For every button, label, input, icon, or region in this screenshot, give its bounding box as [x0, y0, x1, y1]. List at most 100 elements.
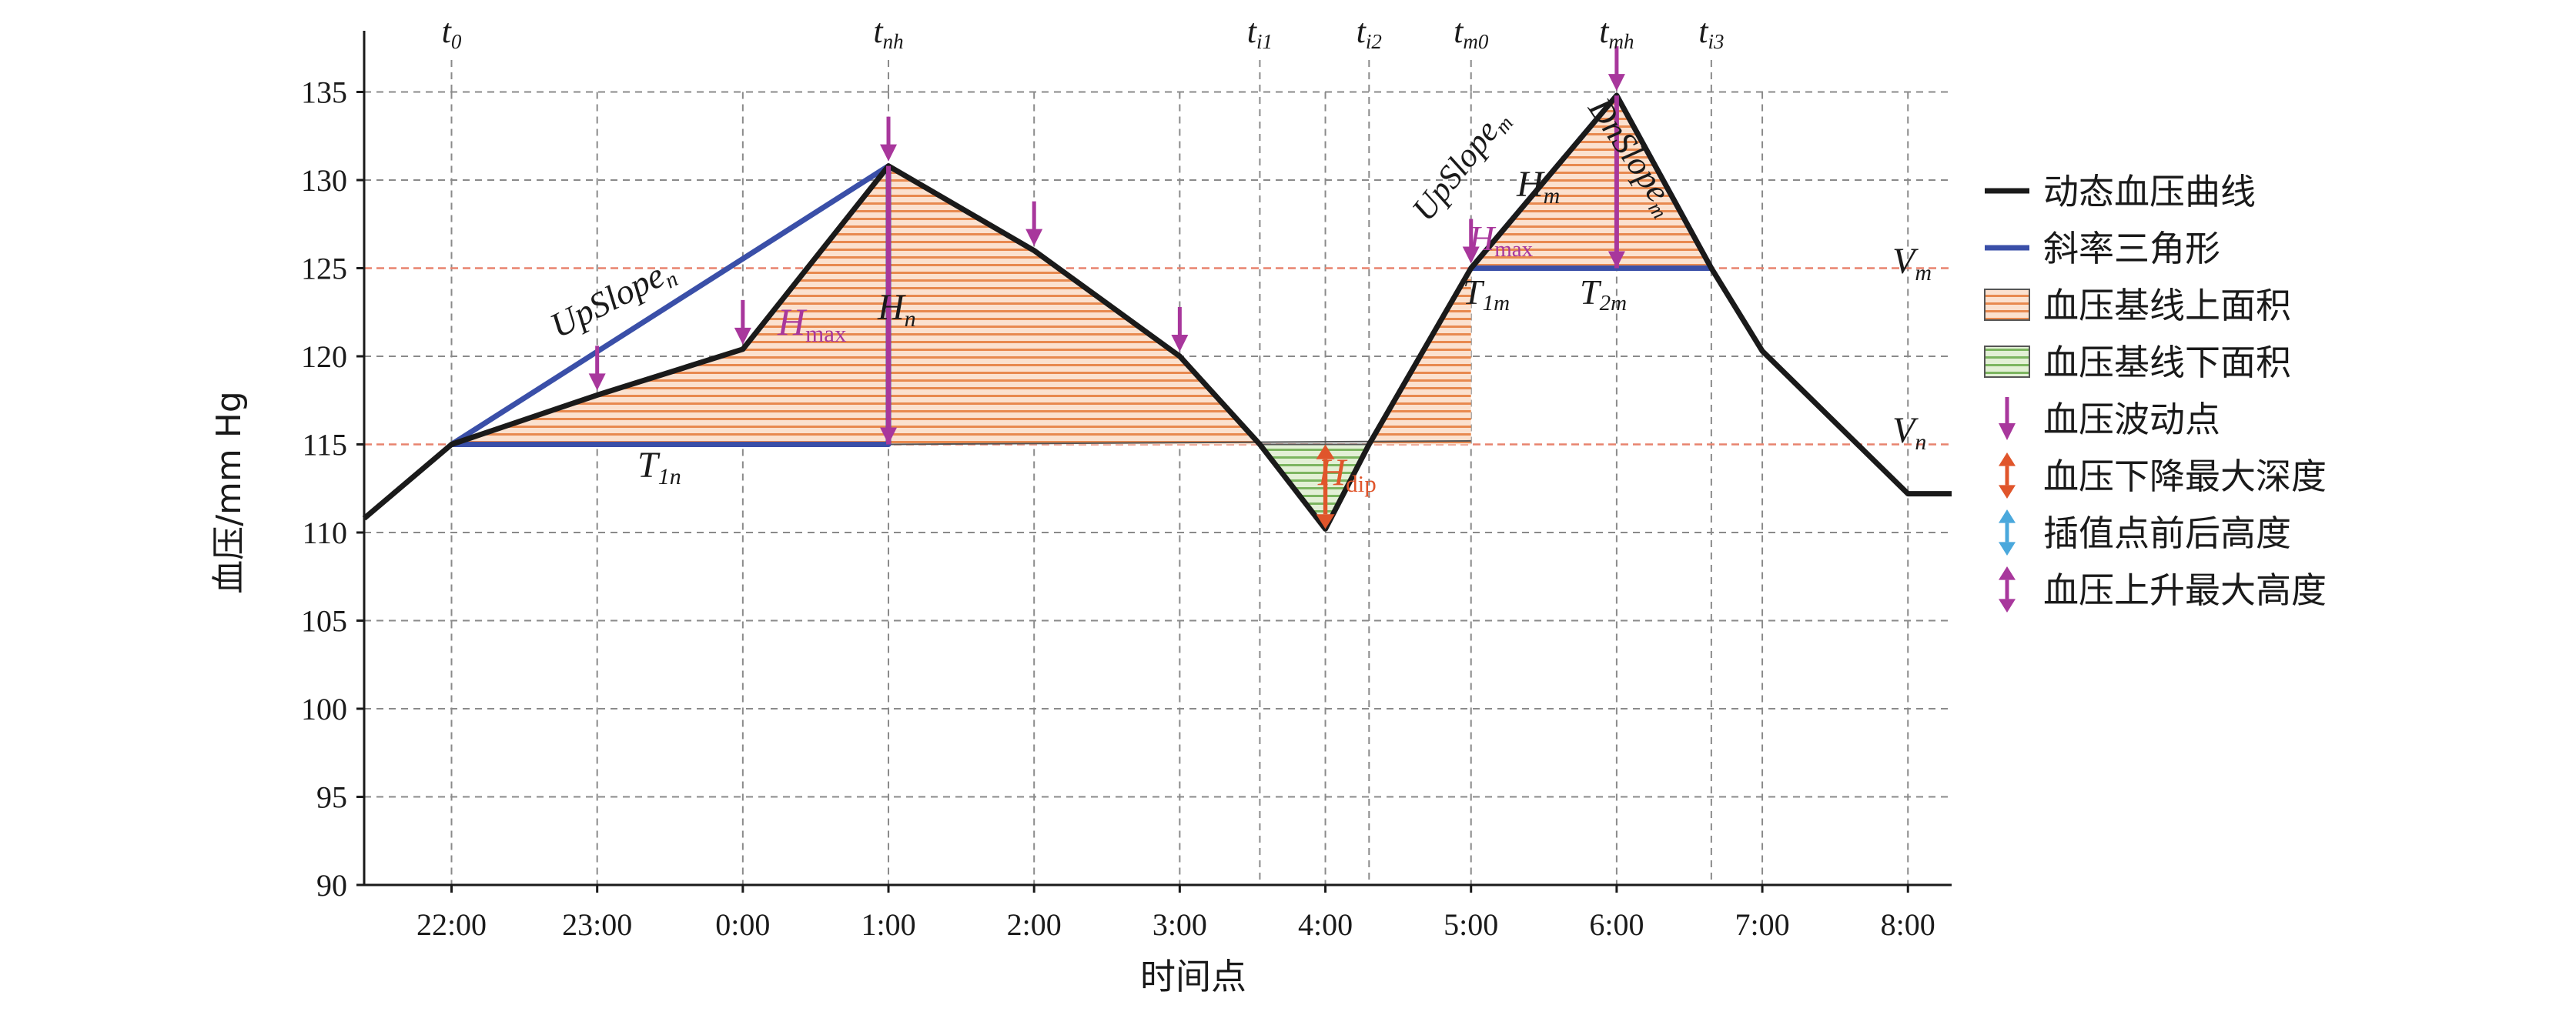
y-tick-label-125: 125: [301, 252, 347, 286]
legend-item-curve: 动态血压曲线: [1985, 171, 2256, 212]
fluctuation-arrow-1-head: [734, 327, 751, 345]
fluctuation-arrow-3-head: [1025, 229, 1043, 246]
t1m-label-base: T: [1463, 272, 1485, 312]
fluctuation-arrow-3: [1025, 201, 1043, 246]
hmax-n-head: [880, 427, 898, 445]
legend-item-rise: 血压上升最大高度: [1999, 566, 2327, 613]
y-tick-label-130: 130: [301, 163, 347, 198]
x-tick-label-3: 1:00: [861, 907, 915, 942]
upslope-m-label: UpSlopem: [1404, 101, 1517, 229]
vm-label-sub: m: [1915, 260, 1932, 285]
time-marker-tnh: tnh: [873, 12, 903, 53]
t2m-label-base: T: [1580, 272, 1602, 312]
x-tick-label-7: 5:00: [1444, 907, 1498, 942]
legend-swatch-rise-head-down: [1999, 599, 2016, 613]
time-marker-tm0-base: t: [1454, 12, 1464, 50]
time-marker-tnh-base: t: [873, 12, 884, 50]
dip-arrow-head-down: [1316, 514, 1335, 529]
legend-swatch-fluct: [1999, 397, 2016, 440]
axes: 90 95 100 105 110 115 120 125 130 135 22:00 23:00 0:…: [301, 31, 1952, 942]
time-marker-tnh-sub: nh: [883, 30, 904, 53]
legend-item-below: 血压基线下面积: [1984, 342, 2291, 383]
y-tick-label-90: 90: [316, 868, 347, 903]
h-m-label-base: H: [1516, 164, 1545, 205]
legend-item-interp: 插值点前后高度: [1999, 509, 2291, 556]
arrows: [588, 46, 1625, 529]
vn-label-sub: n: [1915, 429, 1926, 455]
y-tick-label-110: 110: [302, 516, 347, 550]
hmax-m-head: [1607, 251, 1625, 269]
time-marker-ti3-sub: i3: [1708, 30, 1724, 53]
x-tick-label-9: 7:00: [1735, 907, 1790, 942]
dip-arrow: [1316, 444, 1335, 529]
y-tick-label-135: 135: [301, 75, 347, 110]
time-marker-tmh: tmh: [1599, 12, 1634, 53]
upslope-m-label-base: UpSlope: [1404, 113, 1506, 229]
fluctuation-arrow-4: [1171, 307, 1189, 352]
legend-swatch-below: [1984, 346, 2030, 378]
legend-swatch-interp-head-down: [1999, 542, 2016, 556]
legend-item-dip: 血压下降最大深度: [1999, 452, 2327, 499]
x-tick-label-6: 4:00: [1298, 907, 1353, 942]
y-tick-label-120: 120: [301, 339, 347, 374]
legend-swatch-above: [1984, 289, 2030, 321]
time-marker-ti2-base: t: [1357, 12, 1367, 50]
time-marker-ti1-base: t: [1247, 12, 1258, 50]
time-marker-ti1: ti1: [1247, 12, 1273, 53]
legend-label-below: 血压基线下面积: [2043, 342, 2291, 383]
t2m-label-sub: 2m: [1600, 291, 1627, 316]
time-marker-tmh-sub: mh: [1609, 30, 1634, 53]
legend-label-dip: 血压下降最大深度: [2043, 456, 2327, 497]
legend-label-rise: 血压上升最大高度: [2043, 569, 2327, 611]
time-marker-t0-sub: 0: [451, 30, 462, 53]
fluctuation-arrow-1: [734, 299, 751, 345]
grid: [364, 60, 1952, 885]
legend-item-fluct: 血压波动点: [1999, 397, 2220, 440]
fluctuation-arrow-4-head: [1171, 335, 1189, 352]
legend-swatch-fluct-head: [1999, 423, 2016, 440]
fluctuation-arrow-0-head: [588, 373, 606, 391]
h-n-label-sub: n: [905, 306, 916, 332]
hmax-n-label: Hmax: [777, 300, 847, 347]
area-below-0: [1260, 444, 1370, 529]
t1m-label: T1m: [1463, 272, 1510, 316]
time-marker-t0-base: t: [442, 12, 453, 50]
h-m-label-sub: m: [1544, 183, 1561, 209]
y-tick-label-100: 100: [301, 692, 347, 726]
hmax-n-label-base: H: [777, 300, 808, 343]
upslope-n-label: UpSlopen: [544, 250, 681, 349]
fluctuation-arrow-5-head: [1462, 246, 1480, 264]
hmax-m-label-sub: max: [1494, 237, 1533, 262]
legend-swatch-dip: [1999, 452, 2016, 499]
legend: 动态血压曲线斜率三角形血压基线上面积血压基线下面积血压波动点血压下降最大深度插值…: [1984, 171, 2327, 613]
legend-swatch-rise-head-up: [1999, 566, 2016, 580]
x-tick-label-10: 8:00: [1881, 907, 1935, 942]
x-tick-label-0: 22:00: [417, 907, 487, 942]
labels: 血压/mm Hg 时间点: [209, 391, 1246, 997]
h-dip-label-sub: dip: [1346, 470, 1377, 497]
y-tick-label-115: 115: [302, 428, 347, 462]
fluctuation-arrow-2-head: [880, 144, 898, 162]
time-marker-tm0-sub: m0: [1463, 30, 1488, 53]
hmax-m-label: Hmax: [1468, 219, 1534, 262]
vn-label: Vn: [1892, 410, 1926, 455]
fluctuation-arrow-2: [880, 116, 898, 162]
x-tick-label-1: 23:00: [562, 907, 632, 942]
x-axis-label: 时间点: [1140, 956, 1246, 997]
legend-swatch-interp-head-up: [1999, 509, 2016, 523]
y-tick-label-105: 105: [301, 604, 347, 639]
time-marker-ti1-sub: i1: [1256, 30, 1273, 53]
t1n-label-base: T: [637, 445, 661, 486]
t1n-label-sub: 1n: [658, 464, 681, 489]
legend-label-triangle: 斜率三角形: [2043, 228, 2220, 269]
legend-swatch-dip-head-down: [1999, 485, 2016, 499]
area-base-edge-0: [888, 439, 1471, 446]
t2m-label: T2m: [1580, 272, 1627, 316]
legend-label-fluct: 血压波动点: [2043, 399, 2220, 440]
legend-swatch-rise: [1999, 566, 2016, 613]
dip-arrow-head-up: [1316, 444, 1335, 459]
time-marker-ti2: ti2: [1357, 12, 1382, 53]
time-marker-ti3-base: t: [1698, 12, 1709, 50]
x-tick-label-4: 2:00: [1007, 907, 1062, 942]
